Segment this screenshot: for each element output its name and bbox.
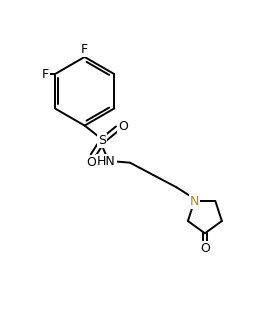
Text: S: S — [98, 134, 107, 147]
Text: O: O — [86, 156, 97, 169]
Text: O: O — [118, 120, 128, 133]
Text: F: F — [81, 43, 88, 56]
Text: N: N — [190, 195, 199, 208]
Text: O: O — [200, 242, 210, 255]
Text: HN: HN — [97, 155, 116, 168]
Text: F: F — [42, 68, 49, 81]
